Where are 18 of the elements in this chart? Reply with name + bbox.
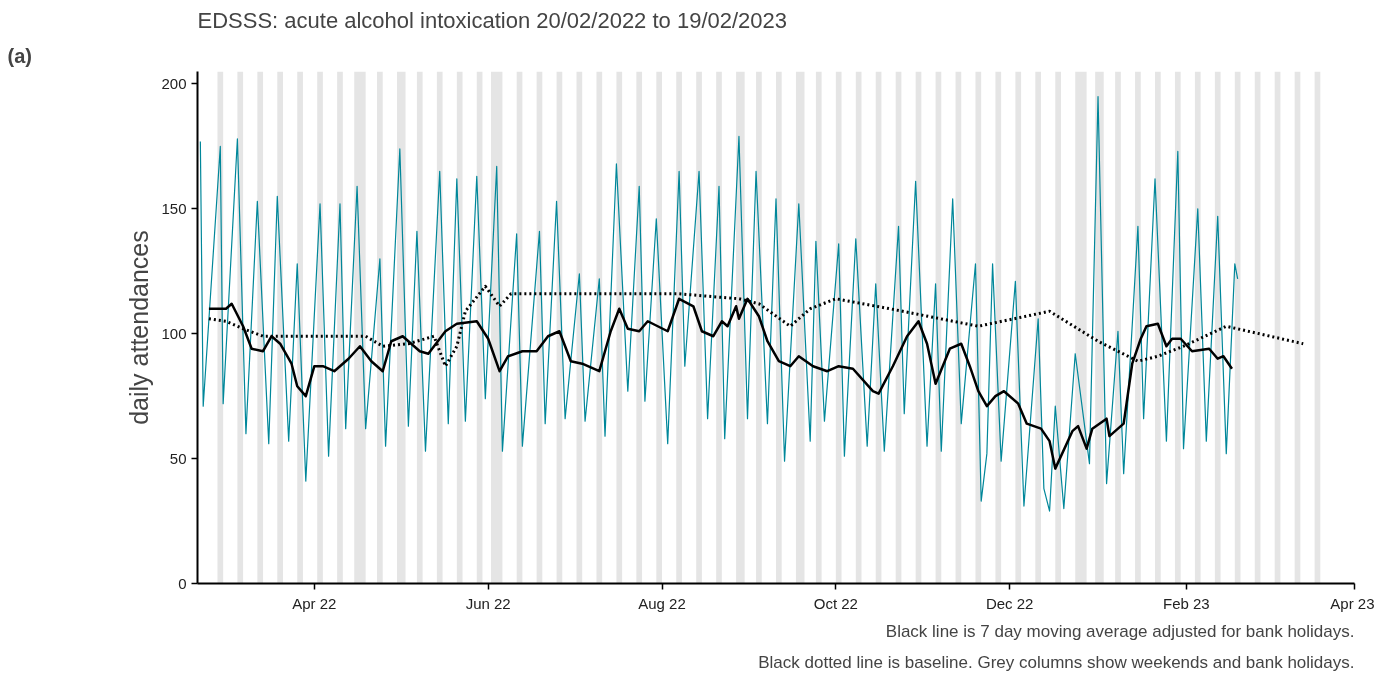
y-tick-label: 200 (161, 74, 187, 92)
x-tick-label: Oct 22 (813, 594, 858, 612)
text: (a) (7, 44, 32, 67)
x-tick-label: Apr 22 (292, 594, 337, 612)
y-tick-label: 150 (161, 199, 187, 217)
y-tick-label: 50 (169, 449, 187, 467)
x-tick-label: Apr 23 (1330, 594, 1374, 612)
x-tick-label: Dec 22 (985, 594, 1034, 612)
line-series (199, 95, 1239, 512)
x-tick-label: Aug 22 (638, 594, 686, 612)
y-tick-label: 0 (178, 574, 187, 592)
y-axis-title: daily attendances (125, 230, 154, 425)
chart-title: EDSSS: acute alcohol intoxication 20/02/2022 to 19/02/2023 (197, 7, 788, 33)
text: Black line is 7 day moving average adjusted for bank holidays. (885, 621, 1355, 641)
x-tick-label: Feb 23 (1163, 594, 1210, 612)
text: Black dotted line is baseline. Grey columns show weekends and bank holidays. (758, 652, 1355, 672)
x-tick-label: Jun 22 (465, 594, 511, 612)
y-tick-label: 100 (161, 324, 187, 342)
